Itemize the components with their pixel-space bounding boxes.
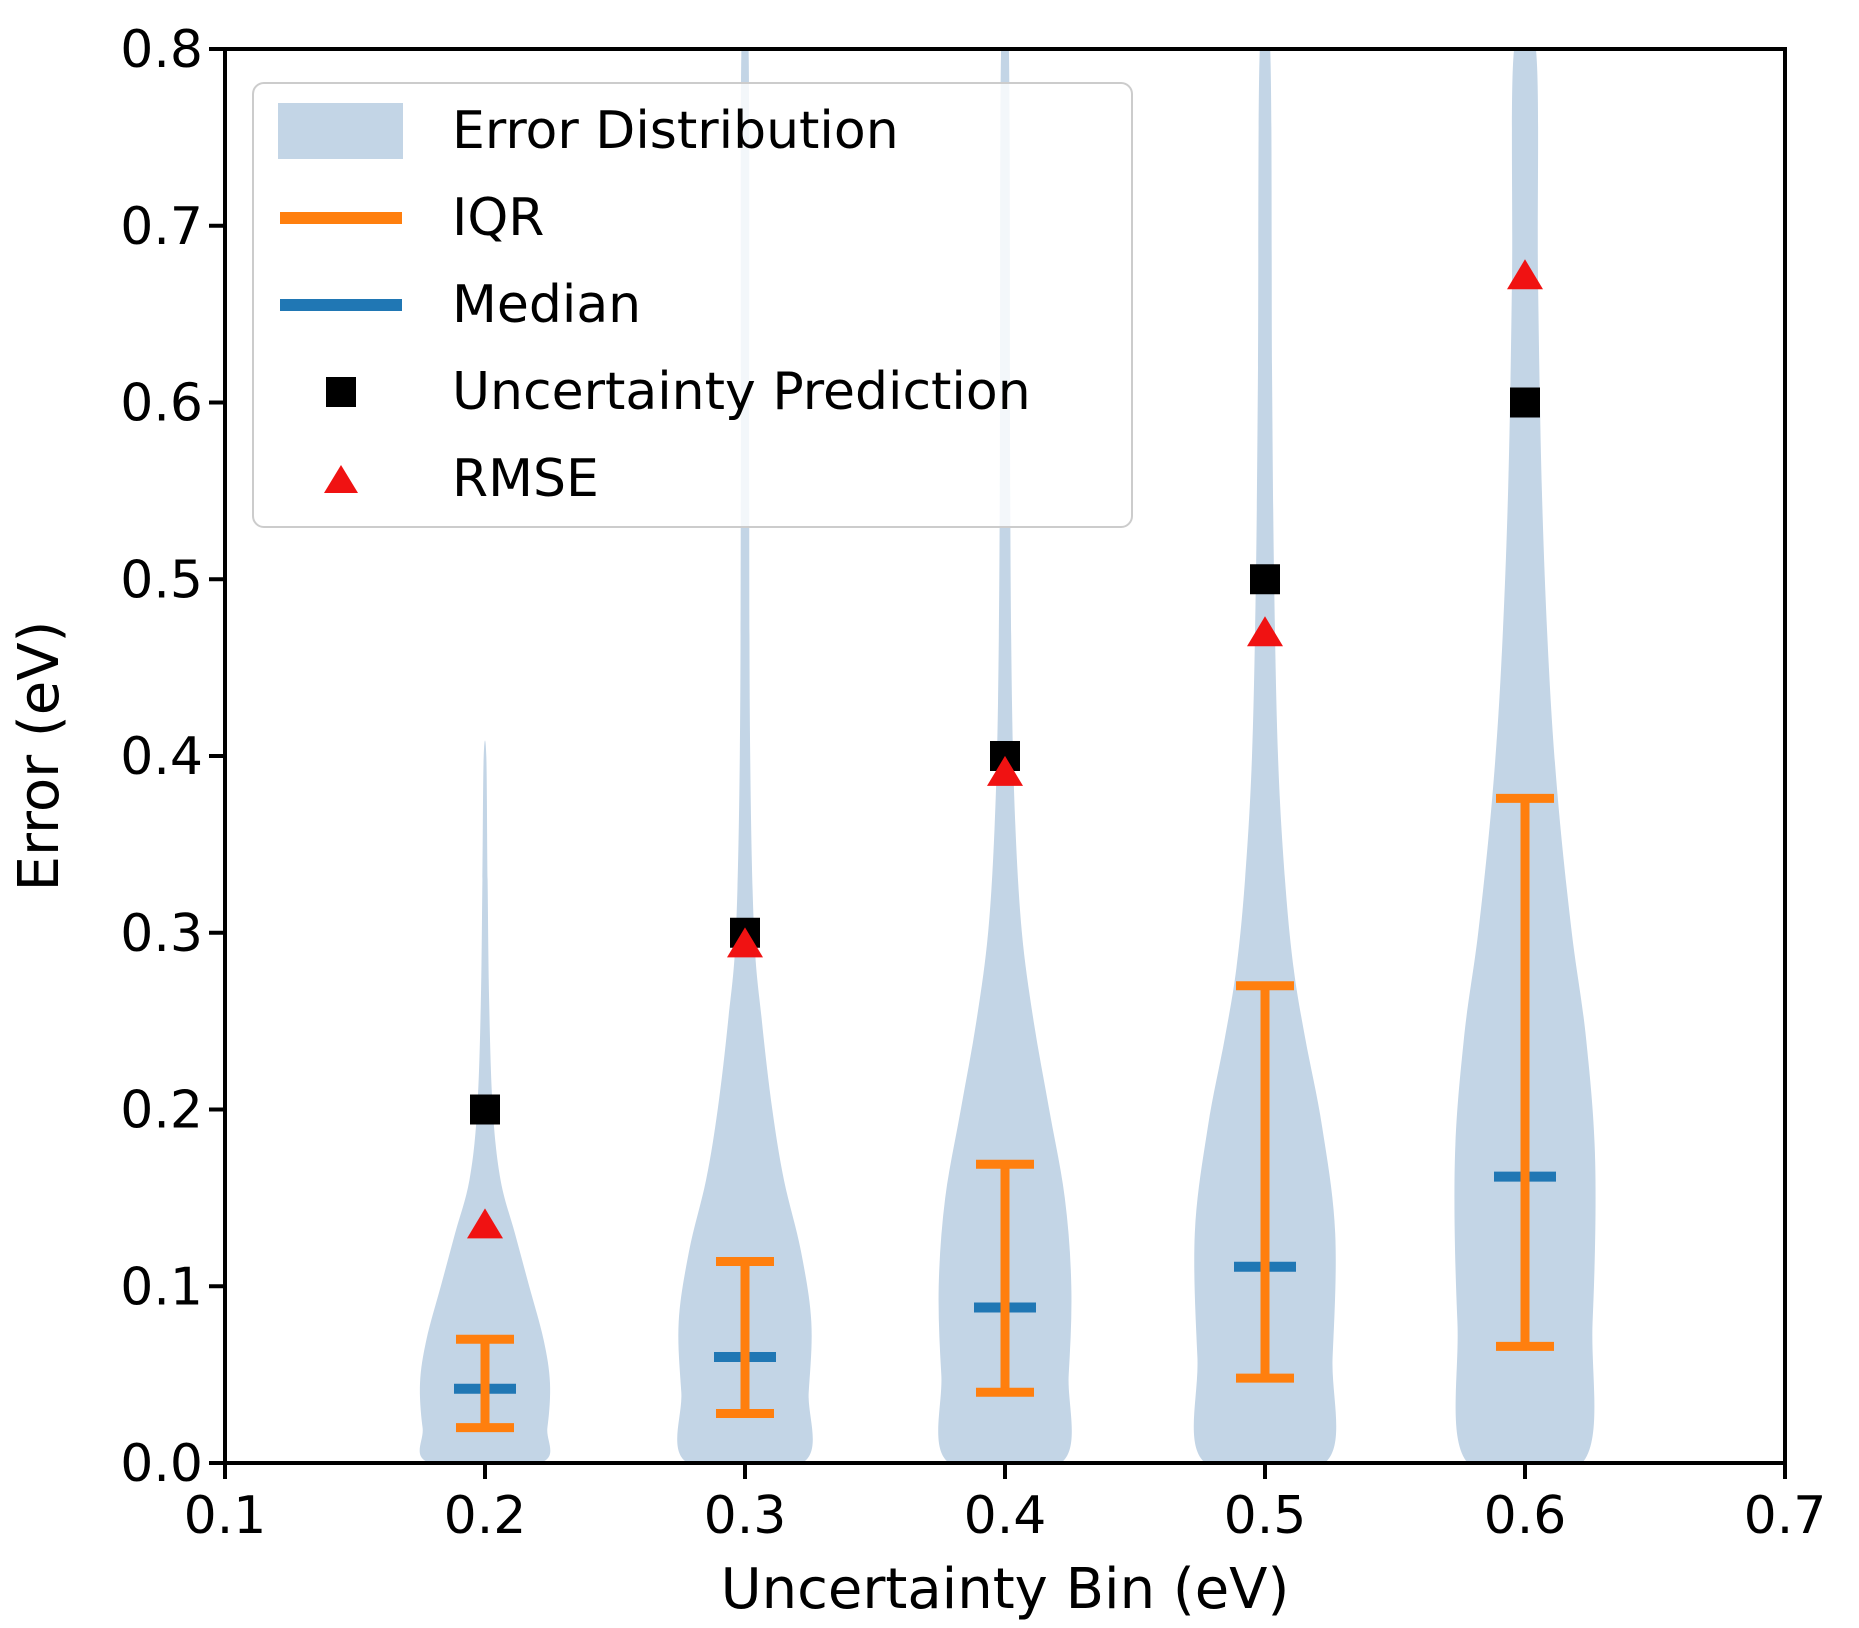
iqr-bar-bin-0.6 bbox=[1496, 793, 1554, 1351]
rmse-marker-bin-0.6 bbox=[1507, 259, 1543, 290]
x-tick-label-0.5: 0.5 bbox=[1224, 1486, 1307, 1546]
axes-frame bbox=[209, 47, 1787, 1479]
y-tick-label-0.0: 0.0 bbox=[120, 1434, 203, 1494]
rmse-marker-bin-0.3 bbox=[727, 927, 763, 958]
legend-item-label: Median bbox=[452, 275, 642, 335]
x-tick-label-0.3: 0.3 bbox=[704, 1486, 787, 1546]
triangle-swatch-shape bbox=[323, 465, 358, 493]
violin-bin-0.6 bbox=[1454, 49, 1596, 1463]
legend-item-median: Median bbox=[254, 265, 1131, 345]
x-tick-label-0.2: 0.2 bbox=[444, 1486, 527, 1546]
x-tick-label-0.4: 0.4 bbox=[964, 1486, 1047, 1546]
legend-item-label: IQR bbox=[452, 188, 545, 248]
uncertainty-prediction-marker-bin-0.6 bbox=[1510, 387, 1540, 418]
legend-item-error-distribution: Error Distribution bbox=[254, 91, 1131, 171]
uncertainty-prediction-marker-bin-0.2 bbox=[470, 1094, 500, 1125]
triangle-marker-icon bbox=[278, 449, 403, 509]
patch-swatch-shape bbox=[278, 103, 403, 159]
violin-bin-0.3 bbox=[677, 49, 813, 1463]
legend-item-iqr: IQR bbox=[254, 178, 1131, 258]
x-tick-label-0.1: 0.1 bbox=[184, 1486, 267, 1546]
x-axis-label: Uncertainty Bin (eV) bbox=[721, 1557, 1290, 1622]
y-tick-label-0.1: 0.1 bbox=[120, 1257, 203, 1317]
median-line-icon bbox=[278, 275, 403, 335]
legend: Error Distribution IQR Median Uncertaint… bbox=[252, 82, 1133, 528]
legend-item-uncertainty-prediction: Uncertainty Prediction bbox=[254, 352, 1131, 432]
iqr-bar-bin-0.3 bbox=[716, 1257, 774, 1419]
rmse-marker-bin-0.4 bbox=[987, 755, 1023, 786]
square-swatch-shape bbox=[325, 377, 356, 407]
legend-item-rmse: RMSE bbox=[254, 439, 1131, 519]
square-marker-icon bbox=[278, 362, 403, 422]
x-tick-label-0.7: 0.7 bbox=[1744, 1486, 1827, 1546]
y-tick-label-0.3: 0.3 bbox=[120, 904, 203, 964]
line-swatch-shape bbox=[279, 212, 402, 224]
legend-item-label: Uncertainty Prediction bbox=[452, 362, 1031, 422]
y-tick-label-0.5: 0.5 bbox=[120, 550, 203, 610]
y-tick-label-0.6: 0.6 bbox=[120, 374, 203, 434]
line-swatch-shape bbox=[279, 299, 402, 311]
iqr-bars bbox=[456, 793, 1554, 1433]
y-tick-label-0.4: 0.4 bbox=[120, 727, 203, 787]
iqr-bar-bin-0.2 bbox=[456, 1334, 514, 1433]
rmse-marker-bin-0.2 bbox=[467, 1208, 503, 1239]
violin-bin-0.5 bbox=[1193, 49, 1337, 1463]
legend-item-label: Error Distribution bbox=[452, 101, 899, 161]
iqr-line-icon bbox=[278, 188, 403, 248]
rmse-marker-bin-0.5 bbox=[1247, 616, 1283, 647]
y-tick-label-0.8: 0.8 bbox=[120, 20, 203, 80]
iqr-bar-bin-0.5 bbox=[1236, 981, 1294, 1383]
y-tick-label-0.2: 0.2 bbox=[120, 1081, 203, 1141]
uncertainty-prediction-marker-bin-0.5 bbox=[1250, 564, 1280, 595]
rmse-markers bbox=[467, 259, 1543, 1239]
x-tick-label-0.6: 0.6 bbox=[1484, 1486, 1567, 1546]
violin-bodies bbox=[419, 49, 1596, 1463]
y-axis-label: Error (eV) bbox=[7, 621, 72, 892]
tick-labels: 0.1 0.2 0.3 0.4 0.5 0.6 0.70.00.10.20.30.40.50… bbox=[120, 20, 1826, 1546]
iqr-bar-bin-0.4 bbox=[976, 1159, 1034, 1397]
y-tick-label-0.7: 0.7 bbox=[120, 197, 203, 257]
legend-item-label: RMSE bbox=[452, 449, 599, 509]
error-distribution-patch-icon bbox=[278, 101, 403, 161]
